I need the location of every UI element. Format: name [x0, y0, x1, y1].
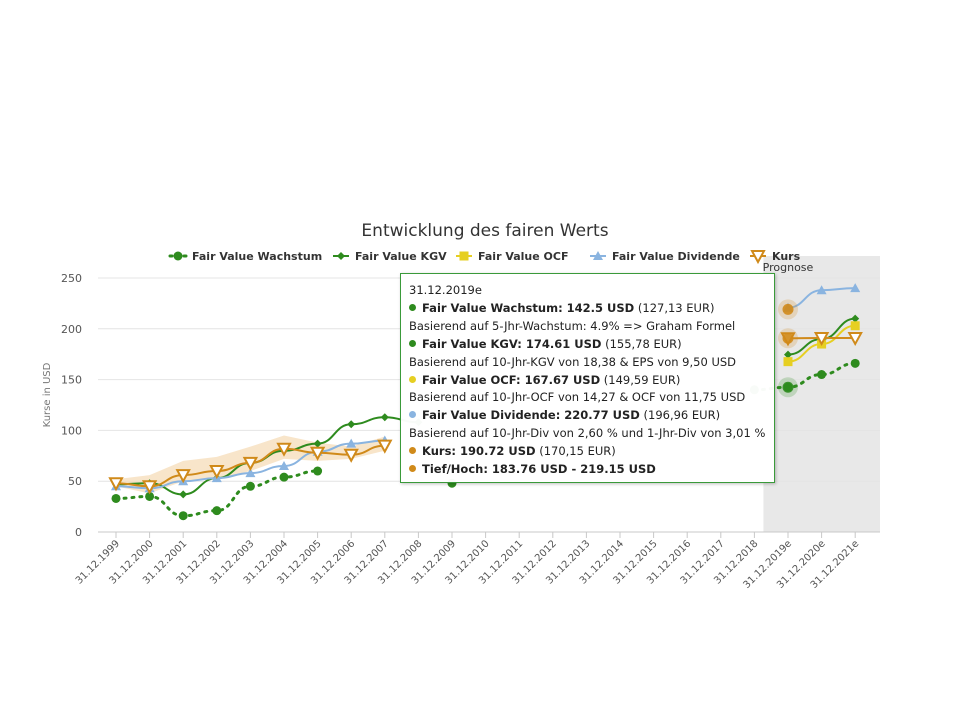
tooltip-item: Fair Value Dividende: 220.77 USD (196,96… — [409, 407, 774, 425]
point-fair-value-kgv — [347, 420, 356, 429]
legend-marker-fair-value-kgv — [337, 252, 345, 260]
series-dot-icon — [409, 303, 416, 311]
point-kurs — [175, 469, 191, 484]
forecast-band — [763, 256, 880, 532]
y-tick-label: 200 — [61, 323, 82, 336]
point-fair-value-wachstum — [178, 511, 188, 521]
point-kurs — [813, 331, 830, 347]
legend-label-fair-value-kgv: Fair Value KGV — [355, 250, 447, 263]
hover-point — [782, 303, 794, 315]
point-kurs — [141, 480, 158, 495]
series-dot-icon — [409, 339, 416, 347]
tooltip-date: 31.12.2019e — [409, 283, 482, 297]
tooltip-item: Fair Value KGV: 174.61 USD (155,78 EUR) — [409, 336, 774, 354]
point-fair-value-wachstum — [817, 370, 827, 380]
legend-marker-fair-value-dividende — [593, 251, 603, 260]
point-fair-value-kgv — [851, 314, 860, 323]
tooltip-item-label: Fair Value Dividende: 220.77 USD — [422, 408, 640, 423]
chart-title: Entwicklung des fairen Werts — [361, 221, 608, 241]
point-kurs — [276, 442, 292, 457]
tooltip-item-label: Fair Value KGV: 174.61 USD — [422, 336, 602, 351]
point-kurs — [377, 439, 393, 454]
legend-label-kurs: Kurs — [772, 250, 801, 263]
point-fair-value-kgv — [179, 490, 188, 499]
tooltip-item-label: Fair Value Wachstum: 142.5 USD — [422, 300, 635, 315]
point-fair-value-ocf — [783, 357, 793, 367]
chart-tooltip: 31.12.2019e Fair Value Wachstum: 142.5 US… — [400, 273, 775, 483]
tooltip-note: Basierend auf 10-Jhr-Div von 2,60 % und … — [409, 426, 766, 441]
tooltip-item-extra: (170,15 EUR) — [535, 444, 616, 459]
point-fair-value-kgv — [784, 350, 792, 359]
tooltip-item-extra: (196,96 EUR) — [639, 408, 721, 423]
tooltip-item: Fair Value Wachstum: 142.5 USD (127,13 E… — [409, 300, 774, 318]
point-fair-value-dividende — [346, 438, 357, 448]
point-fair-value-dividende — [816, 285, 827, 295]
series-dot-icon — [409, 465, 416, 473]
tooltip-item-extra: (127,13 EUR) — [634, 300, 715, 315]
tooltip-note: Basierend auf 10-Jhr-KGV von 18,38 & EPS… — [409, 354, 737, 369]
series-dot-icon — [409, 447, 416, 455]
point-fair-value-wachstum — [850, 358, 860, 368]
forecast-label: Prognose — [763, 261, 814, 274]
hover-point — [782, 381, 794, 393]
y-tick-label: 250 — [61, 272, 82, 285]
tooltip-item-extra: (149,59 EUR) — [600, 372, 681, 387]
tooltip-note: Basierend auf 5-Jhr-Wachstum: 4.9% => Gr… — [409, 318, 736, 333]
point-fair-value-dividende — [279, 460, 289, 470]
point-fair-value-wachstum — [313, 466, 323, 476]
point-kurs — [847, 331, 863, 347]
legend-label-fair-value-dividende: Fair Value Dividende — [612, 250, 740, 263]
tooltip-item-label: Kurs: 190.72 USD — [422, 444, 536, 459]
point-fair-value-dividende — [245, 468, 256, 478]
point-kurs — [209, 465, 225, 480]
point-kurs — [343, 448, 359, 463]
point-kurs — [242, 456, 259, 472]
y-tick-label: 50 — [68, 475, 82, 488]
point-fair-value-wachstum — [212, 506, 222, 516]
point-fair-value-kgv — [313, 439, 322, 448]
point-fair-value-wachstum — [111, 493, 121, 503]
tooltip-note: Basierend auf 10-Jhr-OCF von 14,27 & OCF… — [409, 390, 746, 405]
tooltip-item-label: Tief/Hoch: 183.76 USD - 219.15 USD — [422, 462, 656, 477]
point-kurs — [309, 446, 326, 461]
point-fair-value-ocf — [850, 321, 860, 331]
y-tick-label: 150 — [61, 374, 82, 387]
legend-label-fair-value-wachstum: Fair Value Wachstum — [192, 250, 322, 263]
legend-marker-fair-value-wachstum — [173, 251, 183, 261]
y-tick-label: 100 — [61, 424, 82, 437]
tooltip-item-label: Fair Value OCF: 167.67 USD — [422, 372, 601, 387]
legend-marker-kurs — [750, 250, 766, 265]
tooltip-item: Tief/Hoch: 183.76 USD - 219.15 USD — [409, 461, 774, 479]
hover-point — [782, 332, 794, 344]
point-fair-value-wachstum — [145, 491, 155, 501]
y-axis-label: Kurse in USD — [42, 362, 53, 427]
series-dot-icon — [409, 375, 416, 383]
tooltip-item: Fair Value OCF: 167.67 USD (149,59 EUR) — [409, 372, 774, 390]
point-fair-value-kgv — [380, 413, 389, 422]
legend-marker-fair-value-ocf — [459, 251, 469, 261]
tooltip-item-extra: (155,78 EUR) — [601, 336, 682, 351]
series-dot-icon — [409, 411, 416, 419]
point-kurs — [108, 477, 124, 492]
point-fair-value-wachstum — [279, 472, 289, 482]
legend-label-fair-value-ocf: Fair Value OCF — [478, 250, 568, 263]
y-tick-label: 0 — [75, 526, 82, 539]
tooltip-item: Kurs: 190.72 USD (170,15 EUR) — [409, 443, 774, 461]
point-fair-value-dividende — [850, 283, 861, 293]
point-fair-value-wachstum — [245, 481, 255, 491]
